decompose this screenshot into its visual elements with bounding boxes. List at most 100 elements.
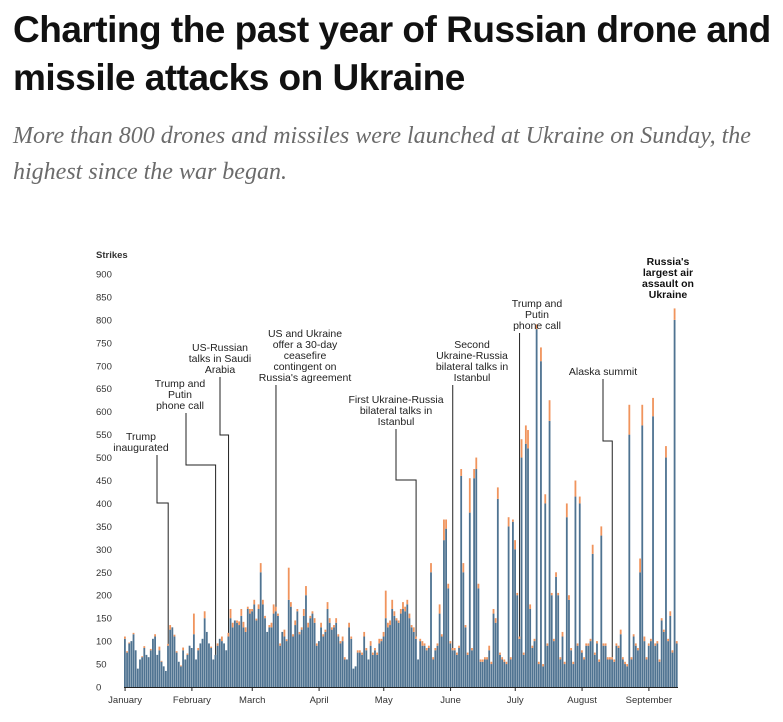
bar-drones	[606, 659, 609, 687]
bar-missiles	[639, 558, 642, 573]
bar-missiles	[242, 621, 245, 628]
bar-drones	[143, 647, 146, 687]
bar-missiles	[440, 634, 443, 637]
bar-missiles	[654, 643, 657, 646]
bar-drones	[580, 652, 583, 687]
bar-missiles	[180, 665, 182, 667]
bar-missiles	[641, 404, 644, 426]
y-tick-label: 200	[96, 591, 112, 602]
y-tick-label: 500	[96, 453, 112, 464]
annotation-text: bilateral talks in	[436, 361, 509, 373]
bar-drones	[432, 659, 435, 687]
y-tick-label: 800	[96, 315, 112, 326]
annotation-leader-line	[156, 455, 169, 644]
bar-missiles	[143, 646, 146, 648]
bar-drones	[223, 643, 225, 687]
y-tick-label: 550	[96, 430, 112, 441]
bar-drones	[333, 627, 335, 687]
bar-missiles	[356, 650, 359, 653]
bar-missiles	[449, 641, 452, 644]
bar-missiles	[305, 586, 307, 596]
bar-missiles	[458, 645, 460, 648]
x-tick-label: September	[626, 695, 672, 706]
bar-drones	[292, 636, 294, 687]
bar-missiles	[621, 657, 624, 660]
bar-missiles	[518, 636, 521, 639]
bar-missiles	[609, 657, 611, 660]
bar-drones	[533, 641, 536, 687]
bar-drones	[361, 654, 363, 687]
bar-missiles	[546, 643, 549, 646]
bar-drones	[593, 654, 596, 687]
bar-drones	[555, 576, 557, 687]
bar-drones	[369, 645, 372, 687]
bar-missiles	[568, 595, 570, 600]
bar-drones	[548, 420, 551, 687]
bar-drones	[552, 641, 555, 687]
bar-drones	[343, 659, 346, 687]
bar-drones	[358, 652, 361, 687]
bar-missiles	[427, 645, 430, 648]
bar-missiles	[384, 590, 387, 619]
bar-missiles	[563, 661, 566, 665]
bar-missiles	[665, 446, 667, 458]
bar-missiles	[593, 652, 596, 655]
bar-drones	[212, 659, 215, 687]
bar-drones	[430, 572, 432, 687]
annotation-text: First Ukraine-Russia	[348, 394, 443, 406]
bar-missiles	[505, 661, 508, 665]
bar-missiles	[658, 659, 661, 662]
bar-missiles	[479, 659, 482, 662]
bar-missiles	[380, 638, 383, 642]
bar-missiles	[296, 608, 299, 612]
bar-drones	[339, 643, 342, 687]
bar-missiles	[645, 657, 648, 660]
bar-drones	[266, 631, 269, 687]
bar-drones	[561, 636, 564, 687]
bar-drones	[214, 654, 217, 687]
bar-drones	[162, 666, 165, 687]
bar-drones	[171, 627, 174, 687]
bar-missiles	[415, 636, 417, 639]
bar-missiles	[374, 647, 376, 651]
bar-drones	[596, 643, 598, 687]
bar-drones	[225, 650, 228, 687]
bar-drones	[195, 659, 197, 687]
bar-drones	[346, 659, 348, 687]
bar-drones	[268, 627, 271, 687]
bar-missiles	[660, 618, 663, 621]
bar-drones	[182, 650, 185, 687]
bar-drones	[145, 654, 148, 687]
bar-missiles	[557, 592, 560, 596]
bar-drones	[227, 636, 230, 687]
bar-missiles	[596, 641, 598, 644]
bar-drones	[318, 641, 320, 687]
x-tick-label: June	[440, 695, 461, 706]
bar-missiles	[667, 638, 670, 642]
y-axis-label: Strikes	[96, 250, 128, 261]
bar-drones	[656, 643, 659, 687]
bar-drones	[330, 629, 333, 687]
bar-drones	[296, 611, 299, 687]
bar-drones	[365, 650, 368, 687]
bar-drones	[455, 654, 458, 687]
bar-drones	[242, 627, 245, 687]
bar-missiles	[141, 656, 144, 658]
bar-drones	[649, 641, 652, 687]
bar-drones	[531, 647, 534, 687]
annotation-text: ceasefire	[284, 350, 327, 362]
bar-drones	[218, 638, 221, 687]
bar-drones	[542, 666, 545, 687]
subheadline: More than 800 drones and missiles were l…	[13, 123, 751, 185]
bar-drones	[302, 615, 305, 687]
bar-missiles	[656, 641, 659, 644]
annotation-text: Putin	[168, 389, 192, 401]
bar-missiles	[425, 647, 428, 651]
bar-missiles	[647, 643, 650, 646]
bar-missiles	[350, 636, 353, 639]
bar-missiles	[421, 641, 424, 646]
bar-missiles	[197, 647, 200, 651]
bar-drones	[514, 549, 516, 687]
bar-missiles	[423, 643, 426, 646]
x-tick-label: May	[375, 695, 393, 706]
